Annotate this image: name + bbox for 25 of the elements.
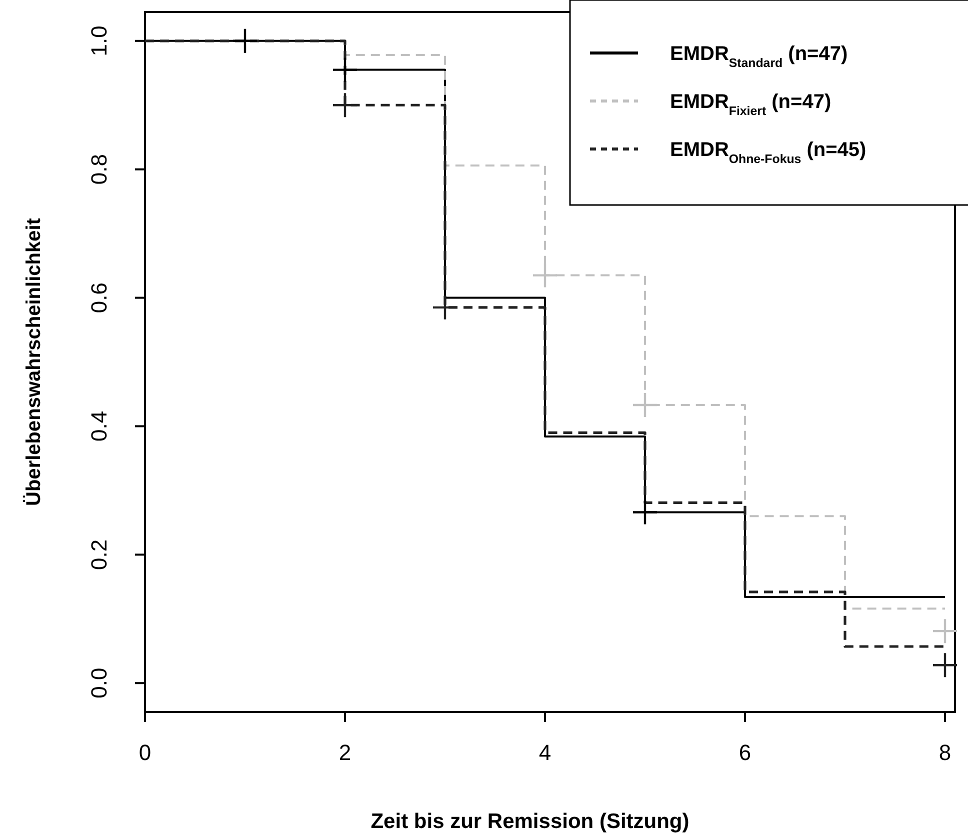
point: [933, 619, 957, 644]
point: [933, 653, 957, 678]
y-tick-label: 0.2: [86, 539, 112, 570]
y-tick-label: 0.4: [86, 410, 112, 442]
point: [633, 500, 657, 524]
point: [333, 58, 357, 82]
legend-label: EMDR$_{Standard}$ (n=47): [670, 43, 848, 70]
legend-label: EMDR$_{Fixiert}$ (n=47): [670, 91, 832, 118]
y-tick-label: 0.6: [86, 282, 112, 314]
legend-label: EMDR$_{Ohne-Fokus}$ (n=45): [670, 139, 866, 166]
y-tick-label: 0.8: [86, 154, 112, 185]
x-tick-label: 6: [738, 740, 752, 765]
x-tick-label: 4: [538, 740, 552, 765]
point: [533, 263, 557, 288]
x-axis-title: Zeit bis zur Remission (Sitzung): [370, 810, 690, 833]
point: [633, 393, 657, 418]
point: [433, 295, 457, 320]
y-tick-label: 0.0: [86, 668, 112, 698]
x-tick-label: 2: [338, 740, 352, 765]
y-tick-label: 1.0: [86, 26, 112, 56]
y-axis-title: Überlebenswahrscheinlichkeit: [22, 218, 45, 506]
point: [333, 93, 357, 118]
point: [233, 28, 257, 53]
x-tick-label: 8: [938, 740, 952, 765]
x-tick-label: 0: [138, 740, 152, 765]
